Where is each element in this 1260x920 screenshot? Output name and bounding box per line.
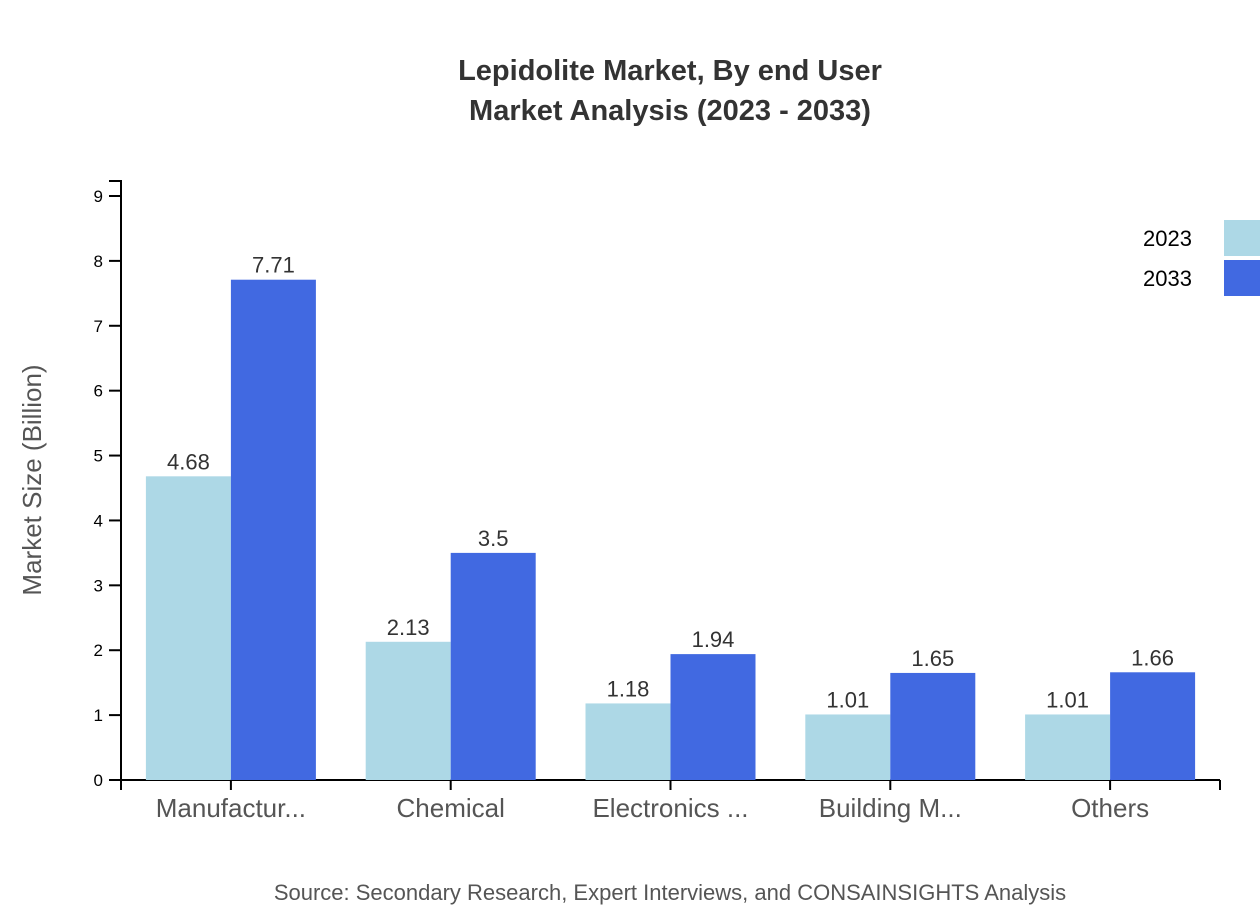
- bar-2023: [805, 714, 891, 780]
- bar-2033: [670, 654, 756, 780]
- bar-2023: [365, 641, 451, 780]
- bar-2033: [1110, 672, 1196, 780]
- data-label: 4.68: [167, 449, 210, 474]
- data-label: 1.18: [607, 676, 650, 701]
- legend-label: 2023: [1143, 226, 1192, 251]
- x-tick-label: Building M...: [819, 793, 962, 823]
- legend-swatch: [1224, 260, 1260, 296]
- x-tick-label: Manufactur...: [156, 793, 306, 823]
- x-tick-label: Others: [1071, 793, 1149, 823]
- y-axis-label: Market Size (Billion): [17, 364, 47, 595]
- data-label: 1.94: [692, 627, 735, 652]
- y-tick-label: 8: [94, 252, 103, 271]
- bar-2023: [1025, 714, 1111, 780]
- data-label: 1.01: [826, 687, 869, 712]
- data-label: 1.01: [1046, 687, 1089, 712]
- legend-label: 2033: [1143, 266, 1192, 291]
- y-tick-label: 6: [94, 382, 103, 401]
- x-tick-label: Chemical: [397, 793, 505, 823]
- y-tick-label: 2: [94, 641, 103, 660]
- data-label: 2.13: [387, 615, 430, 640]
- bar-2023: [145, 476, 231, 780]
- data-label: 7.71: [252, 253, 295, 278]
- chart-title: Lepidolite Market, By end User: [458, 55, 882, 87]
- y-tick-label: 4: [94, 511, 103, 530]
- y-tick-label: 3: [94, 576, 103, 595]
- bar-2033: [890, 672, 976, 780]
- y-tick-label: 7: [94, 317, 103, 336]
- y-tick-label: 1: [94, 706, 103, 725]
- x-tick-label: Electronics ...: [592, 793, 748, 823]
- data-label: 3.5: [478, 526, 509, 551]
- y-tick-label: 9: [94, 187, 103, 206]
- bar-2023: [585, 703, 671, 780]
- y-tick-label: 0: [94, 771, 103, 790]
- data-label: 1.66: [1131, 645, 1174, 670]
- chart-subtitle: Market Analysis (2023 - 2033): [469, 95, 871, 127]
- data-label: 1.65: [911, 646, 954, 671]
- bar-2033: [230, 279, 316, 780]
- y-tick-label: 5: [94, 447, 103, 466]
- bar-2033: [450, 552, 536, 780]
- legend-swatch: [1224, 220, 1260, 256]
- source-note: Source: Secondary Research, Expert Inter…: [274, 880, 1066, 905]
